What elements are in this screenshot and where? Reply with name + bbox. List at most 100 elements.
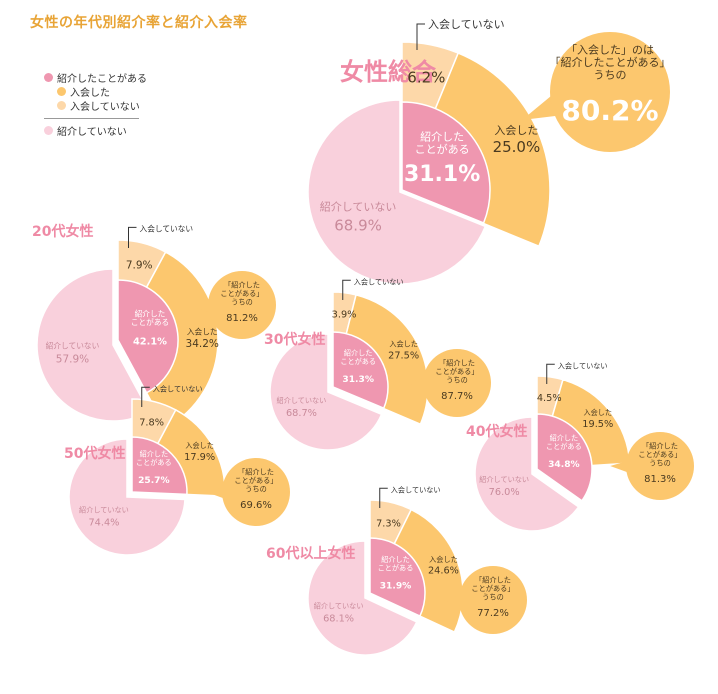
legend-label: 紹介していない	[57, 126, 127, 138]
not-referred-label: 紹介していない	[277, 396, 327, 405]
legend-item-referred: 紹介したことがある	[44, 70, 147, 85]
not-joined-value: 6.2%	[407, 69, 445, 87]
not-joined-leader	[416, 23, 425, 50]
not-referred-label: 紹介していない	[479, 475, 529, 484]
legend-item-joined: 入会した	[44, 84, 147, 99]
conversion-value: 80.2%	[561, 94, 658, 127]
joined-label: 入会した	[494, 124, 538, 137]
conversion-callout-text: 「紹介したことがある」うちの	[638, 442, 681, 468]
joined-label: 入会した	[187, 326, 218, 336]
chart-title: 40代女性	[466, 423, 527, 440]
referred-value: 25.7%	[138, 476, 170, 486]
joined-label: 入会した	[584, 408, 613, 417]
joined-value: 34.2%	[186, 338, 219, 350]
joined-value: 27.5%	[388, 350, 419, 361]
referred-label: 紹介したことがある	[340, 349, 376, 366]
conversion-callout-text: 「紹介したことがある」うちの	[471, 576, 514, 602]
joined-value: 17.9%	[184, 452, 215, 463]
joined-label: 入会した	[185, 441, 214, 450]
not-joined-value: 7.3%	[376, 518, 401, 529]
not-referred-value: 68.1%	[323, 613, 354, 624]
chart-title: 30代女性	[264, 331, 325, 348]
not-referred-label: 紹介していない	[79, 506, 129, 515]
not-joined-label: 入会していない	[391, 485, 441, 494]
chart-title: 50代女性	[64, 445, 125, 462]
not-joined-label: 入会していない	[153, 384, 203, 393]
not-referred-slice	[36, 268, 151, 422]
not-joined-leader	[379, 487, 388, 508]
legend-swatch-joined	[57, 86, 66, 96]
referred-label: 紹介したことがある	[546, 434, 582, 451]
not-referred-slice	[307, 99, 487, 285]
not-joined-leader	[128, 226, 137, 248]
legend-item-not-referred: 紹介していない	[44, 123, 147, 138]
chart-title: 60代以上女性	[266, 545, 355, 562]
conversion-bubble	[459, 566, 527, 634]
legend-label: 紹介したことがある	[57, 73, 147, 85]
conversion-value: 69.6%	[240, 500, 272, 511]
joined-label: 入会した	[389, 340, 418, 349]
conversion-value: 81.2%	[226, 313, 258, 324]
not-joined-value: 7.8%	[139, 418, 164, 429]
referred-label: 紹介したことがある	[378, 555, 414, 572]
not-referred-label: 紹介していない	[314, 601, 364, 610]
chart-main-title: 女性の年代別紹介率と紹介入会率	[30, 15, 248, 31]
referred-value: 31.3%	[342, 375, 374, 385]
not-referred-label: 紹介していない	[46, 340, 100, 350]
referred-label: 紹介したことがある	[136, 450, 172, 467]
not-referred-value: 68.7%	[286, 408, 317, 419]
not-referred-value: 68.9%	[334, 216, 382, 234]
not-referred-slice	[269, 333, 383, 451]
conversion-value: 87.7%	[441, 391, 473, 402]
referred-slice	[117, 279, 179, 394]
legend-label: 入会していない	[70, 101, 140, 113]
conversion-callout-text: 「紹介したことがある」うちの	[234, 468, 277, 494]
conversion-bubble	[550, 32, 670, 152]
joined-value: 25.0%	[493, 138, 541, 156]
legend-label: 入会した	[70, 87, 110, 99]
conversion-bubble	[423, 349, 491, 417]
not-referred-value: 74.4%	[88, 518, 119, 529]
referred-value: 34.8%	[548, 460, 580, 470]
not-joined-value: 3.9%	[332, 309, 357, 320]
conversion-bubble	[208, 271, 276, 339]
not-referred-slice	[307, 540, 418, 656]
conversion-value: 81.3%	[644, 474, 676, 485]
referred-value: 31.9%	[380, 581, 412, 591]
referred-slice	[536, 413, 593, 502]
not-joined-leader	[342, 279, 351, 300]
not-joined-label: 入会していない	[428, 18, 505, 31]
not-joined-label: 入会していない	[558, 361, 608, 370]
referred-slice	[332, 331, 389, 410]
joined-value: 24.6%	[428, 566, 459, 577]
referred-slice	[369, 537, 426, 618]
not-joined-value: 4.5%	[537, 393, 562, 404]
referred-slice	[401, 101, 491, 224]
legend-item-not-joined: 入会していない	[44, 98, 147, 113]
conversion-callout-text: 「紹介したことがある」うちの	[220, 281, 263, 307]
not-referred-value: 57.9%	[56, 353, 89, 365]
legend: 紹介したことがある 入会した 入会していない 紹介していない	[44, 70, 147, 138]
conversion-bubble	[626, 432, 694, 500]
chart-title: 女性総合	[340, 58, 437, 86]
conversion-bubble	[222, 458, 290, 526]
not-joined-leader	[546, 363, 555, 384]
not-referred-slice	[474, 416, 580, 532]
joined-label: 入会した	[429, 555, 458, 564]
referred-slice	[131, 436, 188, 496]
referred-value: 31.1%	[404, 162, 480, 187]
not-referred-value: 76.0%	[489, 487, 520, 498]
not-joined-value: 7.9%	[126, 260, 153, 272]
conversion-callout-text: 「入会した」のは「紹介したことがある」うちの	[550, 43, 671, 81]
referred-label: 紹介したことがある	[131, 308, 169, 327]
legend-swatch-not-referred	[44, 125, 53, 135]
legend-swatch-referred	[44, 72, 53, 82]
not-joined-label: 入会していない	[354, 277, 404, 286]
not-joined-leader	[141, 386, 150, 407]
not-joined-label: 入会していない	[140, 223, 194, 233]
not-referred-slice	[68, 438, 186, 556]
legend-swatch-not-joined	[57, 100, 66, 110]
conversion-callout-text: 「紹介したことがある」うちの	[435, 359, 478, 385]
chart-title: 20代女性	[32, 223, 93, 240]
